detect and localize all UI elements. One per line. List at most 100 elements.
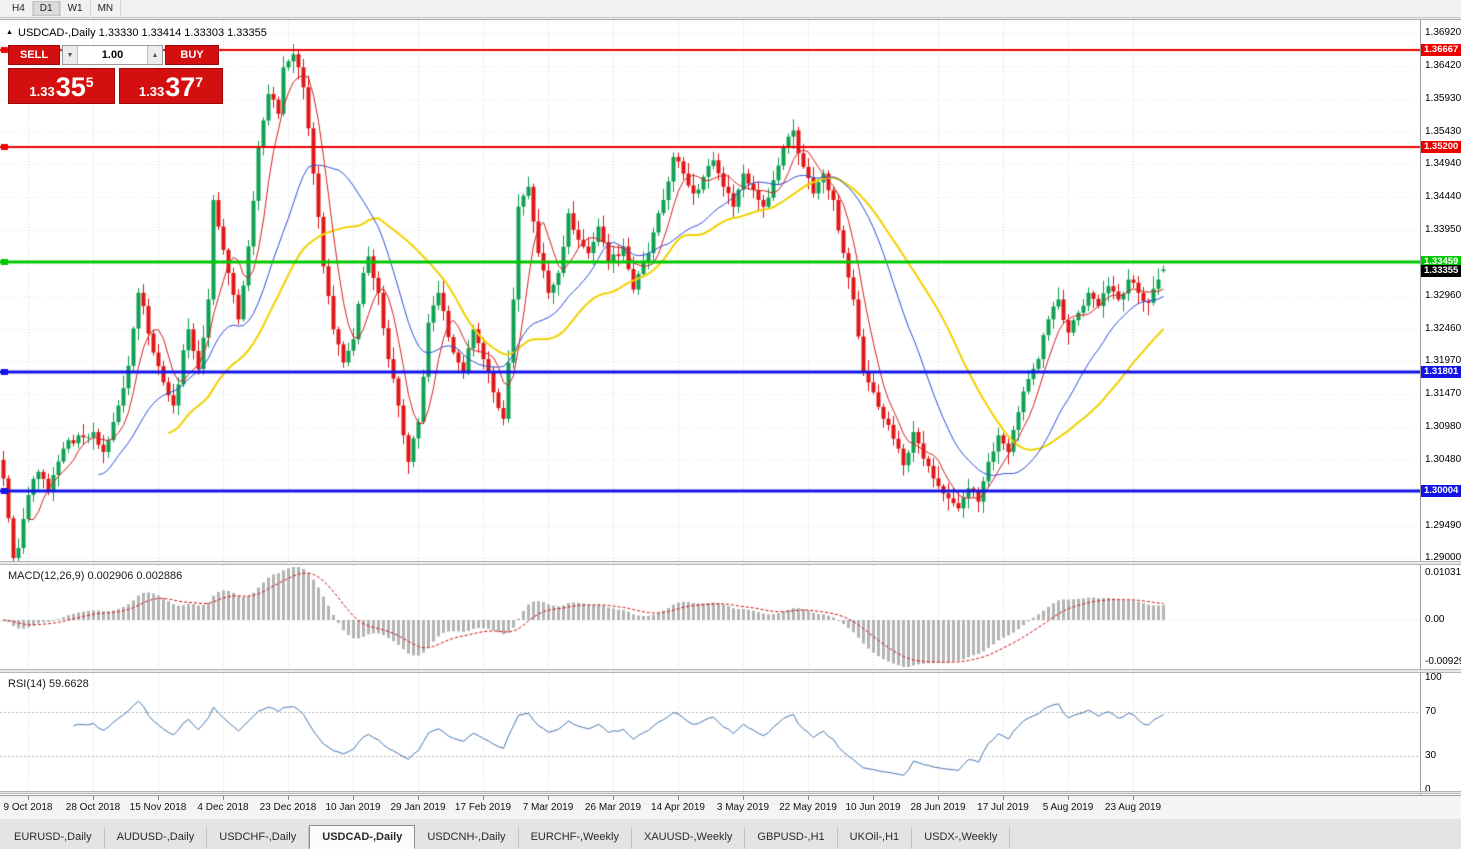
buy-button[interactable]: BUY — [165, 45, 219, 65]
date-label: 28 Oct 2018 — [65, 802, 121, 813]
rsi-panel[interactable]: RSI(14) 59.6628 — [0, 673, 1461, 793]
price-axis-label: 1.35430 — [1425, 126, 1461, 137]
price-chart-canvas[interactable] — [0, 20, 1420, 561]
collapse-trade-panel-icon[interactable]: ▲ — [6, 29, 13, 36]
time-axis-tick — [938, 796, 939, 800]
date-label: 28 Jun 2019 — [910, 802, 966, 813]
date-label: 10 Jan 2019 — [325, 802, 381, 813]
time-axis-tick — [613, 796, 614, 800]
volume-control: ▼ ▲ — [62, 45, 163, 65]
time-axis-tick — [743, 796, 744, 800]
chart-tab-eurusddaily[interactable]: EURUSD-,Daily — [2, 827, 105, 849]
time-axis-tick — [1068, 796, 1069, 800]
price-axis-label: 1.30980 — [1425, 421, 1461, 432]
price-axis-label: 1.31970 — [1425, 355, 1461, 366]
time-axis-tick — [678, 796, 679, 800]
volume-input[interactable] — [78, 46, 147, 64]
buy-price-display[interactable]: 1.33 37 7 — [119, 68, 223, 104]
panel-separator[interactable] — [0, 669, 1461, 673]
price-axis-label: 1.32960 — [1425, 290, 1461, 301]
price-axis-label: 1.31470 — [1425, 388, 1461, 399]
date-label: 15 Nov 2018 — [129, 802, 187, 813]
chart-tab-xauusdweekly[interactable]: XAUUSD-,Weekly — [632, 827, 746, 849]
price-axis-label: 1.33950 — [1425, 224, 1461, 235]
price-axis-label: 1.36920 — [1425, 27, 1461, 38]
date-label: 3 May 2019 — [716, 802, 770, 813]
chart-window: ▲ USDCAD-,Daily 1.33330 1.33414 1.33303 … — [0, 19, 1461, 819]
rsi-axis-label: 30 — [1425, 750, 1437, 761]
buy-price-pips: 37 — [165, 72, 196, 102]
time-axis-tick — [873, 796, 874, 800]
timeframe-button-h4[interactable]: H4 — [5, 1, 33, 16]
chart-tab-eurchfweekly[interactable]: EURCHF-,Weekly — [519, 827, 632, 849]
time-axis-tick — [1133, 796, 1134, 800]
time-axis-tick — [28, 796, 29, 800]
time-axis-tick — [353, 796, 354, 800]
time-axis-tick — [548, 796, 549, 800]
timeframe-button-d1[interactable]: D1 — [32, 1, 61, 16]
price-axis-label: 1.36420 — [1425, 60, 1461, 71]
date-label: 26 Mar 2019 — [584, 802, 642, 813]
hline-price-badge: 1.35200 — [1421, 141, 1461, 153]
price-axis-label: 1.34440 — [1425, 191, 1461, 202]
macd-panel[interactable]: MACD(12,26,9) 0.002906 0.002886 — [0, 565, 1461, 669]
volume-increase-icon[interactable]: ▲ — [147, 46, 162, 64]
date-label: 29 Jan 2019 — [390, 802, 446, 813]
sell-button[interactable]: SELL — [8, 45, 60, 65]
date-label: 17 Feb 2019 — [454, 802, 512, 813]
sell-price-display[interactable]: 1.33 35 5 — [8, 68, 115, 104]
hline-price-badge: 1.36667 — [1421, 44, 1461, 56]
chart-tab-audusddaily[interactable]: AUDUSD-,Daily — [105, 827, 208, 849]
sell-price-pips: 35 — [55, 72, 86, 102]
rsi-axis-label: 100 — [1425, 672, 1442, 683]
time-axis-tick — [483, 796, 484, 800]
date-label: 10 Jun 2019 — [845, 802, 901, 813]
panel-separator — [0, 791, 1461, 794]
date-label: 23 Dec 2018 — [259, 802, 317, 813]
date-label: 9 Oct 2018 — [3, 802, 53, 813]
rsi-label: RSI(14) 59.6628 — [8, 678, 89, 690]
time-axis[interactable]: 9 Oct 2018 28 Oct 2018 15 Nov 2018 4 Dec 20… — [0, 795, 1461, 819]
macd-canvas[interactable] — [0, 565, 1420, 669]
timeframe-button-w1[interactable]: W1 — [61, 1, 91, 16]
rsi-canvas[interactable] — [0, 673, 1420, 793]
price-axis-label: 1.30480 — [1425, 454, 1461, 465]
time-axis-tick — [93, 796, 94, 800]
date-label: 14 Apr 2019 — [651, 802, 705, 813]
chart-title: USDCAD-,Daily 1.33330 1.33414 1.33303 1.… — [18, 27, 267, 39]
chart-tab-usdcaddaily[interactable]: USDCAD-,Daily — [309, 825, 416, 849]
date-label: 4 Dec 2018 — [197, 802, 249, 813]
chart-tab-gbpusdh1[interactable]: GBPUSD-,H1 — [745, 827, 838, 849]
timeframe-toolbar: H4 D1 W1 MN — [0, 0, 1461, 18]
rsi-axis-label: 0 — [1425, 784, 1431, 795]
time-axis-tick — [418, 796, 419, 800]
volume-decrease-icon[interactable]: ▼ — [63, 46, 78, 64]
price-chart-panel[interactable]: ▲ USDCAD-,Daily 1.33330 1.33414 1.33303 … — [0, 20, 1461, 561]
price-axis-label: 1.35930 — [1425, 93, 1461, 104]
hline-price-badge: 1.30004 — [1421, 485, 1461, 497]
time-axis-tick — [288, 796, 289, 800]
chart-tab-usdchfdaily[interactable]: USDCHF-,Daily — [207, 827, 310, 849]
time-axis-tick — [223, 796, 224, 800]
price-axis-label: 1.29490 — [1425, 520, 1461, 531]
chart-tab-usdcnhdaily[interactable]: USDCNH-,Daily — [415, 827, 519, 849]
chart-tab-ukoilh1[interactable]: UKOil-,H1 — [838, 827, 913, 849]
price-axis-label: 1.32460 — [1425, 323, 1461, 334]
timeframe-button-mn[interactable]: MN — [91, 1, 122, 16]
hline-price-badge: 1.31801 — [1421, 366, 1461, 378]
time-axis-tick — [158, 796, 159, 800]
time-axis-tick — [808, 796, 809, 800]
macd-axis-label: -0.009293 — [1425, 656, 1461, 667]
chart-tab-usdxweekly[interactable]: USDX-,Weekly — [912, 827, 1011, 849]
date-label: 17 Jul 2019 — [977, 802, 1029, 813]
buy-price-figure: 1.33 — [138, 84, 165, 99]
panel-separator[interactable] — [0, 561, 1461, 565]
price-axis[interactable]: 1.36920 1.36420 1.35930 1.35430 1.34940 1.344… — [1420, 20, 1461, 795]
date-label: 23 Aug 2019 — [1104, 802, 1162, 813]
date-label: 22 May 2019 — [779, 802, 837, 813]
macd-axis-label: 0.010311 — [1425, 567, 1461, 578]
price-axis-label: 1.34940 — [1425, 158, 1461, 169]
macd-label: MACD(12,26,9) 0.002906 0.002886 — [8, 570, 183, 582]
current-price-badge: 1.33355 — [1421, 265, 1461, 277]
